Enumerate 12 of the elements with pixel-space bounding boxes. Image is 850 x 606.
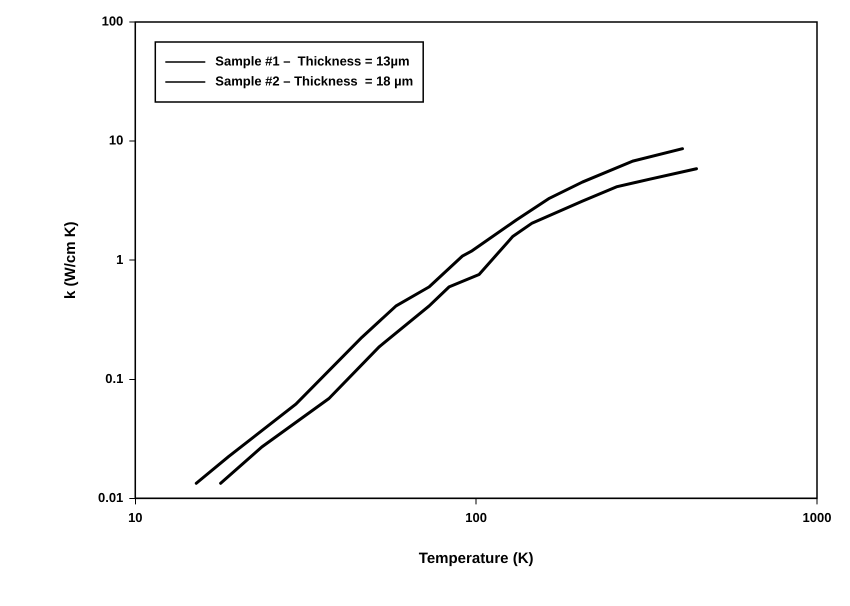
legend-label: Sample #1 – Thickness = 13µm xyxy=(215,54,410,69)
x-tick-label: 10 xyxy=(128,510,143,525)
legend-label: Sample #2 – Thickness = 18 µm xyxy=(215,74,414,89)
y-tick-label: 10 xyxy=(108,132,124,148)
y-tick-label: 0.1 xyxy=(105,370,124,386)
x-axis-title: Temperature (K) xyxy=(418,550,534,568)
x-tick-label: 100 xyxy=(465,510,487,525)
y-tick-label: 0.01 xyxy=(98,490,124,505)
y-tick-label: 100 xyxy=(102,14,124,29)
y-tick-label: 1 xyxy=(116,252,124,267)
x-tick-label: 1000 xyxy=(802,510,832,525)
y-axis-title: k (W/cm K) xyxy=(62,221,80,299)
